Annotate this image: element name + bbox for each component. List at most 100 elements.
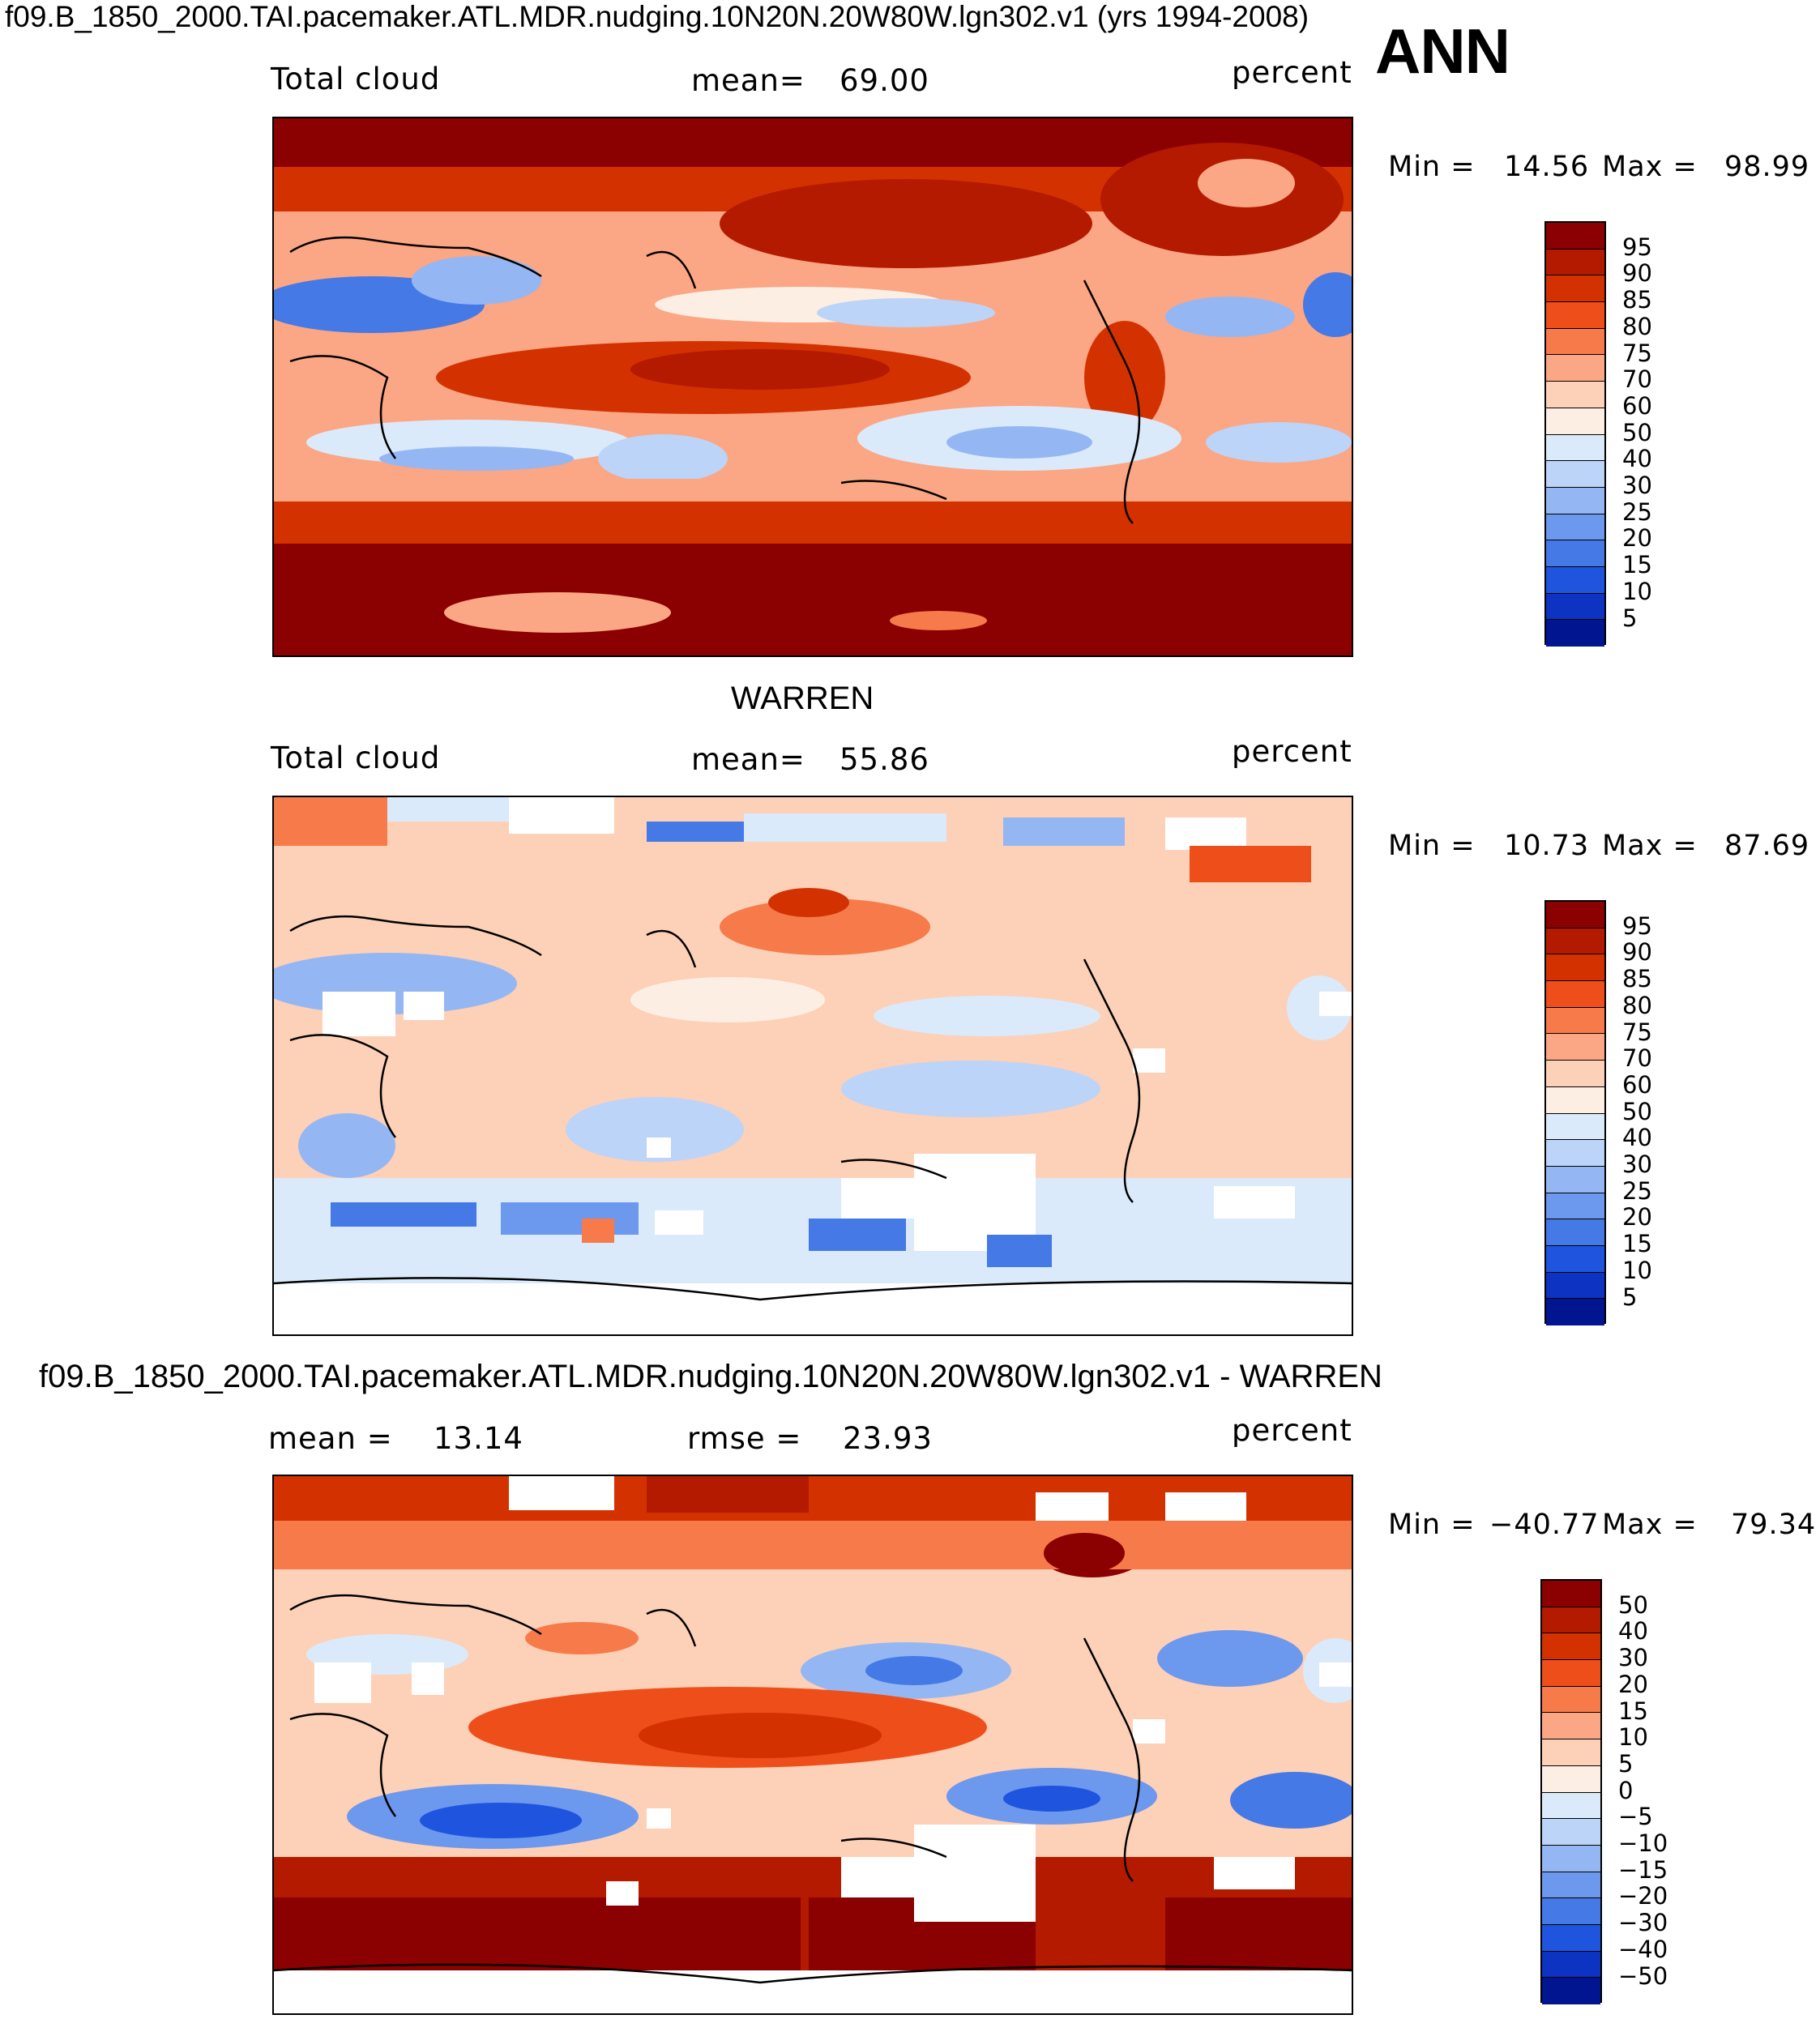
colorbar-swatch (1546, 1166, 1604, 1193)
colorbar-swatch (1542, 1978, 1600, 2004)
colorbar-swatch (1546, 1086, 1604, 1114)
panel-1-map (272, 117, 1353, 657)
panel-2-min-label: Min = (1388, 830, 1476, 862)
panel-3-mean-value: 13.14 (434, 1421, 523, 1456)
colorbar-tick-label: 20 (1618, 1670, 1648, 1698)
colorbar-tick-label: −15 (1618, 1855, 1668, 1884)
colorbar-swatch (1546, 981, 1604, 1008)
case-title: f09.B_1850_2000.TAI.pacemaker.ATL.MDR.nu… (5, 0, 1309, 33)
colorbar-tick-label: 90 (1622, 259, 1652, 288)
colorbar-tick-label: 70 (1622, 1044, 1652, 1073)
panel-2-title: WARREN (731, 681, 874, 716)
colorbar-swatch (1546, 540, 1604, 567)
colorbar-swatch (1546, 1007, 1604, 1035)
panel-2-variable-label: Total cloud (271, 741, 441, 775)
panel-2-units: percent (1232, 734, 1352, 769)
colorbar-tick-label: 75 (1622, 1018, 1652, 1046)
colorbar-swatch (1546, 954, 1604, 982)
colorbar-tick-label: 0 (1618, 1776, 1634, 1804)
panel-2-min-value: 10.73 (1504, 830, 1590, 862)
colorbar-swatch (1546, 249, 1604, 276)
colorbar-tick-label: 85 (1622, 965, 1652, 993)
colorbar-tick-label: 40 (1622, 445, 1652, 473)
colorbar-swatch (1546, 593, 1604, 621)
colorbar-swatch (1542, 1713, 1600, 1740)
colorbar-swatch (1546, 1193, 1604, 1220)
colorbar-tick-label: 20 (1622, 524, 1652, 553)
colorbar-swatch (1542, 1845, 1600, 1872)
colorbar-tick-label: 50 (1622, 418, 1652, 446)
colorbar-swatch (1546, 434, 1604, 462)
colorbar-tick-label: 15 (1622, 1230, 1652, 1258)
colorbar-swatch (1546, 1113, 1604, 1141)
colorbar-tick-label: 25 (1622, 1176, 1652, 1205)
colorbar-swatch (1542, 1633, 1600, 1661)
panel-3-colorbar-swatches (1540, 1579, 1602, 2004)
panel-1-min-label: Min = (1388, 151, 1476, 183)
colorbar-swatch (1546, 1272, 1604, 1300)
season-label: ANN (1375, 15, 1510, 87)
colorbar-tick-label: 95 (1622, 911, 1652, 940)
panel-3-min-label: Min = (1388, 1509, 1476, 1541)
colorbar-swatch (1542, 1819, 1600, 1846)
panel-3-map (272, 1475, 1353, 2015)
panel-1-max-label: Max = (1602, 151, 1698, 183)
colorbar-tick-label: 40 (1622, 1124, 1652, 1152)
colorbar-swatch (1542, 1951, 1600, 1978)
colorbar-tick-label: 30 (1618, 1644, 1648, 1672)
colorbar-tick-label: 70 (1622, 365, 1652, 394)
panel-1-units: percent (1232, 55, 1352, 90)
colorbar-tick-label: −20 (1618, 1882, 1668, 1910)
colorbar-tick-label: −30 (1618, 1909, 1668, 1937)
colorbar-tick-label: 10 (1618, 1723, 1648, 1752)
colorbar-swatch (1542, 1660, 1600, 1687)
panel-2-map (272, 796, 1353, 1336)
colorbar-tick-label: 95 (1622, 233, 1652, 261)
panel-1-min-value: 14.56 (1504, 151, 1590, 183)
panel-2-colorbar-swatches (1544, 900, 1606, 1325)
colorbar-tick-label: 80 (1622, 312, 1652, 340)
colorbar-swatch (1546, 1034, 1604, 1061)
panel-2-max-label: Max = (1602, 830, 1698, 862)
colorbar-tick-label: 10 (1622, 1256, 1652, 1284)
colorbar-tick-label: 15 (1618, 1697, 1648, 1725)
panel-3-units: percent (1232, 1413, 1352, 1448)
colorbar-swatch (1546, 928, 1604, 955)
colorbar-tick-label: −40 (1618, 1935, 1668, 1963)
colorbar-swatch (1546, 620, 1604, 647)
colorbar-swatch (1546, 382, 1604, 408)
colorbar-swatch (1546, 1061, 1604, 1087)
panel-3-max-label: Max = (1602, 1509, 1698, 1541)
panel-2-max-value: 87.69 (1724, 830, 1810, 862)
colorbar-swatch (1542, 1581, 1600, 1607)
panel-3-map-canvas (274, 1476, 1352, 2013)
panel-1-map-canvas (274, 118, 1352, 655)
colorbar-tick-label: 75 (1622, 339, 1652, 367)
colorbar-swatch (1546, 223, 1604, 250)
colorbar-swatch (1546, 1245, 1604, 1273)
colorbar-swatch (1546, 902, 1604, 928)
colorbar-tick-label: 5 (1618, 1749, 1634, 1778)
colorbar-swatch (1542, 1792, 1600, 1820)
panel-3-rmse-label: rmse = (687, 1421, 802, 1456)
panel-1-variable-label: Total cloud (271, 62, 441, 96)
panel-3-title: f09.B_1850_2000.TAI.pacemaker.ATL.MDR.nu… (39, 1359, 1382, 1394)
colorbar-swatch (1546, 408, 1604, 435)
colorbar-swatch (1546, 328, 1604, 356)
colorbar-tick-label: −10 (1618, 1829, 1668, 1857)
panel-3-min-value: −40.77 (1489, 1509, 1600, 1541)
colorbar-tick-label: −5 (1618, 1803, 1653, 1831)
colorbar-swatch (1542, 1898, 1600, 1925)
colorbar-tick-label: 10 (1622, 577, 1652, 605)
colorbar-tick-label: 30 (1622, 1150, 1652, 1178)
colorbar-swatch (1542, 1924, 1600, 1952)
colorbar-swatch (1542, 1739, 1600, 1766)
panel-2-map-canvas (274, 797, 1352, 1334)
colorbar-swatch (1542, 1765, 1600, 1793)
colorbar-tick-label: 5 (1622, 1283, 1638, 1311)
colorbar-swatch (1546, 355, 1604, 382)
colorbar-swatch (1546, 566, 1604, 594)
panel-3-mean-label: mean = (268, 1421, 393, 1456)
colorbar-tick-label: 80 (1622, 991, 1652, 1019)
panel-2-mean-label: mean= (691, 742, 805, 777)
